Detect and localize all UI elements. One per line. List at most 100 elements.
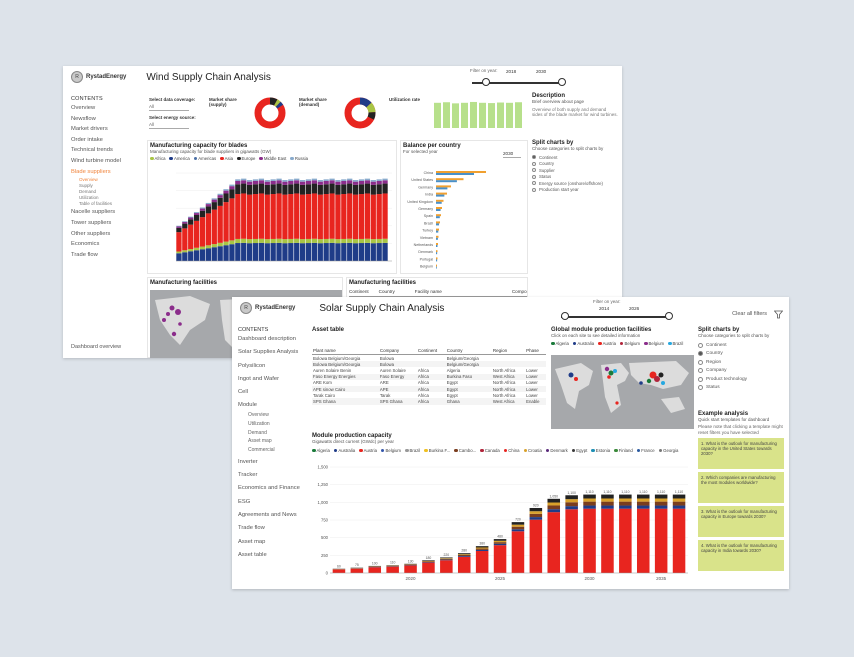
nav-item-economics[interactable]: Economics bbox=[71, 241, 100, 248]
legend-item[interactable]: Burkina F... bbox=[424, 448, 450, 453]
col-plant-name[interactable]: Plant name bbox=[312, 347, 379, 355]
col-facility-name[interactable]: Facility name bbox=[414, 289, 442, 294]
legend-item[interactable]: Americas bbox=[193, 156, 216, 161]
split-option[interactable]: Product technology bbox=[698, 375, 784, 384]
dashboard-overview-link[interactable]: Dashboard overview bbox=[71, 344, 122, 350]
legend-item[interactable]: Estonia bbox=[591, 448, 610, 453]
nav-subitem-utilization[interactable]: Utilization bbox=[79, 195, 99, 201]
legend-item[interactable]: Algeria bbox=[312, 448, 330, 453]
col-region[interactable]: Region bbox=[491, 347, 526, 355]
nav-item-overview[interactable]: Overview bbox=[71, 105, 96, 111]
nav-item-trade-flow[interactable]: Trade flow bbox=[71, 251, 98, 258]
nav-item-other-suppliers[interactable]: Other suppliers bbox=[71, 230, 111, 237]
nav-subitem-demand[interactable]: Demand bbox=[79, 188, 97, 194]
nav-item-tracker[interactable]: Tracker bbox=[238, 472, 258, 479]
question-template-4[interactable]: 4. What is the outlook for manufacturing… bbox=[698, 540, 784, 571]
nav-item-trade-flow[interactable]: Trade flow bbox=[238, 525, 265, 532]
question-template-1[interactable]: 1. What is the outlook for manufacturing… bbox=[698, 438, 784, 469]
year-slider-end-handle[interactable] bbox=[558, 78, 566, 86]
nav-item-market-drivers[interactable]: Market drivers bbox=[71, 126, 108, 133]
nav-item-order-intake[interactable]: Order intake bbox=[71, 136, 103, 143]
col-country[interactable]: Country bbox=[445, 347, 492, 355]
legend-item[interactable]: Denmark bbox=[545, 448, 568, 453]
split-option[interactable]: Continent bbox=[698, 341, 784, 350]
legend-item[interactable]: Finland bbox=[614, 448, 633, 453]
split-option[interactable]: Country bbox=[698, 350, 784, 359]
legend-item[interactable]: Algeria bbox=[551, 341, 569, 346]
year-filter[interactable]: Filter on year: 2014 2026 bbox=[559, 299, 679, 320]
legend-item[interactable]: Russia bbox=[290, 156, 308, 161]
nav-item-module[interactable]: Module bbox=[238, 402, 258, 409]
split-option[interactable]: Country bbox=[532, 161, 618, 168]
nav-item-technical-trends[interactable]: Technical trends bbox=[71, 147, 113, 154]
question-template-2[interactable]: 2. Which companies are manufacturing the… bbox=[698, 472, 784, 503]
legend-item[interactable]: Australia bbox=[572, 341, 594, 346]
table-row[interactable]: Faso Energy Energies Faso Energy Africa Bur… bbox=[312, 373, 546, 380]
year-slider-track[interactable] bbox=[472, 82, 564, 84]
split-option[interactable]: Company bbox=[698, 367, 784, 376]
nav-item-economics-and-finance[interactable]: Economics and Finance bbox=[238, 485, 300, 492]
split-option[interactable]: Status bbox=[698, 384, 784, 393]
nav-item-wind-turbine-model[interactable]: Wind turbine model bbox=[71, 157, 121, 164]
legend-item[interactable]: Austria bbox=[359, 448, 377, 453]
legend-item[interactable]: Belgium bbox=[619, 341, 640, 346]
year-slider-start-handle[interactable] bbox=[482, 78, 490, 86]
nav-subitem-demand[interactable]: Demand bbox=[248, 429, 267, 436]
year-slider-end-handle[interactable] bbox=[665, 312, 673, 320]
nav-subitem-commercial[interactable]: Commercial bbox=[248, 446, 275, 453]
energy-source-value[interactable]: All bbox=[149, 122, 189, 129]
question-template-3[interactable]: 3. What is the outlook for manufacturing… bbox=[698, 506, 784, 537]
year-filter[interactable]: Filter on year: 2018 2030 bbox=[470, 68, 570, 88]
nav-item-agreements-and-news[interactable]: Agreements and News bbox=[238, 512, 297, 519]
nav-item-newsflow[interactable]: Newsflow bbox=[71, 115, 96, 122]
table-row[interactable]: APE sinow Cairo APE Africa Egypt North Afric… bbox=[312, 385, 546, 393]
year-slider-start-handle[interactable] bbox=[561, 312, 569, 320]
filter-icon[interactable] bbox=[774, 310, 783, 319]
data-coverage-select[interactable]: Select data coverage: All bbox=[149, 97, 195, 111]
legend-item[interactable]: Middle East bbox=[259, 156, 286, 161]
table-row[interactable]: Tarak Cairo Tarak Africa Egypt North Africa L… bbox=[312, 392, 546, 398]
legend-item[interactable]: Belgium bbox=[380, 448, 401, 453]
nav-item-asset-map[interactable]: Asset map bbox=[238, 538, 266, 545]
split-option[interactable]: Status bbox=[532, 174, 618, 181]
legend-item[interactable]: Egypt bbox=[571, 448, 587, 453]
legend-item[interactable]: Brazil bbox=[405, 448, 420, 453]
nav-item-blade-suppliers[interactable]: Blade suppliers bbox=[71, 168, 111, 175]
legend-item[interactable]: Georgia bbox=[658, 448, 678, 453]
table-row[interactable]: Auren Solaire Benin Auren Solaire Africa Al… bbox=[312, 367, 546, 373]
split-option[interactable]: Continent bbox=[532, 154, 618, 161]
col-phase[interactable]: Phase bbox=[525, 347, 546, 355]
balance-year-select[interactable]: 2030 bbox=[503, 151, 521, 158]
nav-subitem-overview[interactable]: Overview bbox=[248, 412, 269, 419]
legend-item[interactable]: Australia bbox=[333, 448, 355, 453]
nav-item-solar-supplies-analysis[interactable]: Solar Supplies Analysis bbox=[238, 349, 299, 356]
split-option[interactable]: Supplier bbox=[532, 167, 618, 174]
table-row[interactable]: Bolowa Belgium/Georgia Bolowa Belgium/Geor… bbox=[312, 361, 546, 368]
nav-item-asset-table[interactable]: Asset table bbox=[238, 551, 267, 558]
table-row[interactable]: SPS Ghana SPS Ghana Africa Ghana West Africa… bbox=[312, 398, 546, 405]
legend-item[interactable]: Croatia bbox=[523, 448, 542, 453]
col-company[interactable]: Company bbox=[378, 347, 417, 355]
nav-item-esg[interactable]: ESG bbox=[238, 498, 251, 505]
col-country[interactable]: Country bbox=[378, 289, 395, 294]
table-row[interactable]: Bolowa Belgium/Georgia Bolowa Belgium/Geor… bbox=[312, 355, 546, 362]
split-option[interactable]: Region bbox=[698, 358, 784, 367]
year-slider-track[interactable] bbox=[561, 316, 671, 318]
nav-item-dashboard-description[interactable]: Dashboard description bbox=[238, 336, 297, 342]
col-continent[interactable]: Continent bbox=[349, 289, 369, 294]
split-option[interactable]: Production start year bbox=[532, 187, 618, 194]
nav-item-nacelle-suppliers[interactable]: Nacelle suppliers bbox=[71, 209, 116, 216]
legend-item[interactable]: Canada bbox=[480, 448, 500, 453]
legend-item[interactable]: America bbox=[169, 156, 190, 161]
legend-item[interactable]: France bbox=[636, 448, 655, 453]
data-coverage-value[interactable]: All bbox=[149, 104, 189, 111]
legend-item[interactable]: Brazil bbox=[668, 341, 683, 346]
nav-item-inverter[interactable]: Inverter bbox=[238, 458, 258, 465]
nav-subitem-overview[interactable]: Overview bbox=[79, 176, 98, 182]
energy-source-select[interactable]: Select energy source: All bbox=[149, 115, 196, 129]
clear-filters-button[interactable]: Clear all filters bbox=[732, 311, 767, 317]
legend-item[interactable]: China bbox=[503, 448, 520, 453]
nav-subitem-supply[interactable]: Supply bbox=[79, 182, 93, 188]
legend-item[interactable]: Austria bbox=[598, 341, 616, 346]
legend-item[interactable]: Africa bbox=[150, 156, 165, 161]
